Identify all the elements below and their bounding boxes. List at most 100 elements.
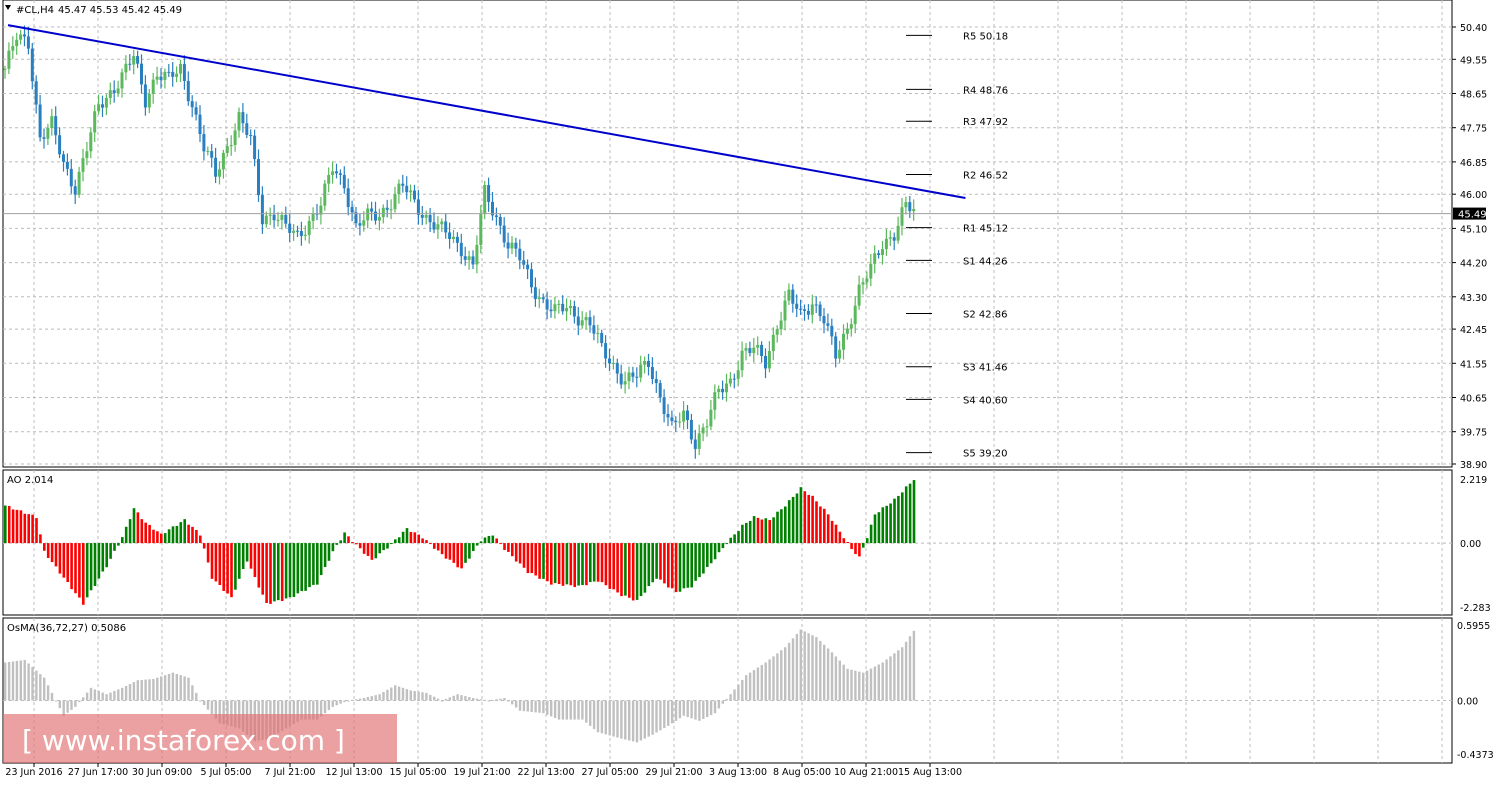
price-bar-body — [600, 332, 604, 344]
ao-bar — [752, 516, 756, 544]
ao-bar — [912, 480, 916, 544]
price-bar-body — [709, 409, 713, 427]
osma-bar — [651, 700, 654, 735]
osma-bar — [401, 687, 405, 701]
trendline[interactable] — [7, 24, 966, 199]
ao-bar — [608, 543, 612, 589]
osma-bar — [140, 679, 143, 701]
ao-bar — [109, 543, 112, 559]
price-bar-body — [908, 202, 912, 212]
price-bar-body — [206, 151, 210, 153]
osma-bar — [612, 700, 615, 737]
price-bar-body — [514, 242, 518, 249]
osma-bar — [11, 661, 15, 701]
price-bar-body — [818, 304, 822, 317]
ao-bar — [124, 526, 128, 544]
ao-bar — [667, 543, 670, 588]
osma-bar — [70, 700, 73, 710]
osma-bar — [113, 691, 116, 701]
price-bar-body — [740, 350, 744, 371]
ao-bar — [280, 543, 284, 602]
ao-bar — [171, 526, 175, 544]
time-tick-label: 27 Jun 17:00 — [68, 767, 128, 778]
ao-bar — [316, 543, 319, 585]
price-bar-body — [670, 417, 674, 421]
price-bar-body — [268, 214, 272, 216]
price-tick-label: 41.55 — [1460, 359, 1487, 370]
price-bar-body — [475, 244, 479, 265]
osma-bar — [74, 700, 77, 707]
ao-tick-label: 2.219 — [1460, 475, 1487, 486]
price-bar-body — [108, 90, 112, 98]
ao-bar — [647, 543, 651, 587]
ao-bar — [160, 533, 163, 544]
price-bar-body — [377, 217, 381, 221]
price-bar-body — [409, 190, 413, 193]
price-bar-body — [845, 328, 849, 334]
ao-bar — [19, 510, 23, 544]
osma-bar — [105, 694, 108, 701]
ao-bar — [643, 543, 647, 593]
ao-bar — [444, 543, 448, 559]
watermark: [ www.instaforex.com ] — [3, 714, 397, 763]
osma-bar — [19, 660, 22, 701]
ao-bar — [690, 543, 693, 588]
price-bar-body — [432, 222, 436, 230]
price-bar-body — [580, 320, 584, 326]
price-tick-label: 47.75 — [1460, 124, 1487, 135]
price-bar-body — [280, 215, 284, 220]
ao-bar — [694, 543, 697, 581]
ao-bar — [838, 531, 842, 544]
price-bar-body — [627, 372, 631, 382]
price-bar-body — [210, 151, 214, 158]
osma-bar — [179, 675, 182, 701]
price-bar-body — [140, 63, 143, 85]
price-bar-body — [128, 63, 132, 65]
price-tick-label: 48.65 — [1460, 90, 1487, 101]
ao-bar — [397, 537, 401, 544]
price-bar-body — [362, 220, 366, 226]
osma-bar — [526, 700, 529, 712]
price-bar-body — [194, 107, 198, 115]
ao-bar — [561, 543, 565, 586]
ao-bar — [300, 543, 303, 592]
osma-bar — [202, 700, 206, 706]
osma-bar — [374, 695, 377, 701]
osma-bar — [756, 667, 760, 701]
price-bar-body — [19, 34, 23, 40]
osma-bar — [319, 700, 323, 717]
ao-bar — [842, 538, 846, 544]
osma-bar — [444, 698, 448, 701]
price-bar-body — [728, 378, 732, 384]
ao-bar — [152, 529, 155, 544]
osma-bar — [823, 644, 826, 701]
ao-histogram — [4, 480, 916, 605]
collapse-triangle-icon[interactable] — [5, 5, 11, 10]
price-bar-body — [896, 225, 900, 241]
ao-bar — [323, 543, 327, 567]
ao-bar — [249, 543, 253, 569]
ao-bar — [791, 496, 795, 544]
osma-bar — [468, 697, 471, 701]
osma-bar — [893, 653, 896, 701]
ao-bar — [721, 543, 725, 549]
ao-bar — [546, 543, 549, 582]
time-tick-label: 29 Jul 21:00 — [646, 767, 703, 778]
osma-bar — [908, 636, 912, 701]
osma-bar — [655, 700, 658, 733]
time-tick-label: 10 Aug 21:00 — [834, 767, 898, 778]
ao-bar — [339, 540, 342, 544]
price-bar-body — [448, 232, 452, 239]
time-tick-label: 15 Jul 05:00 — [390, 767, 447, 778]
price-bar-body — [635, 376, 639, 378]
osma-bar — [54, 700, 58, 702]
price-bar-body — [296, 230, 299, 232]
osma-bar — [713, 700, 717, 714]
price-bar-body — [124, 63, 128, 73]
osma-bar — [842, 664, 845, 701]
pivot-label-r1: R1 45.12 — [963, 224, 1008, 235]
price-bar-body — [331, 171, 335, 176]
ao-bar — [292, 543, 296, 598]
price-bar-body — [756, 344, 760, 348]
ao-bar — [429, 543, 432, 545]
